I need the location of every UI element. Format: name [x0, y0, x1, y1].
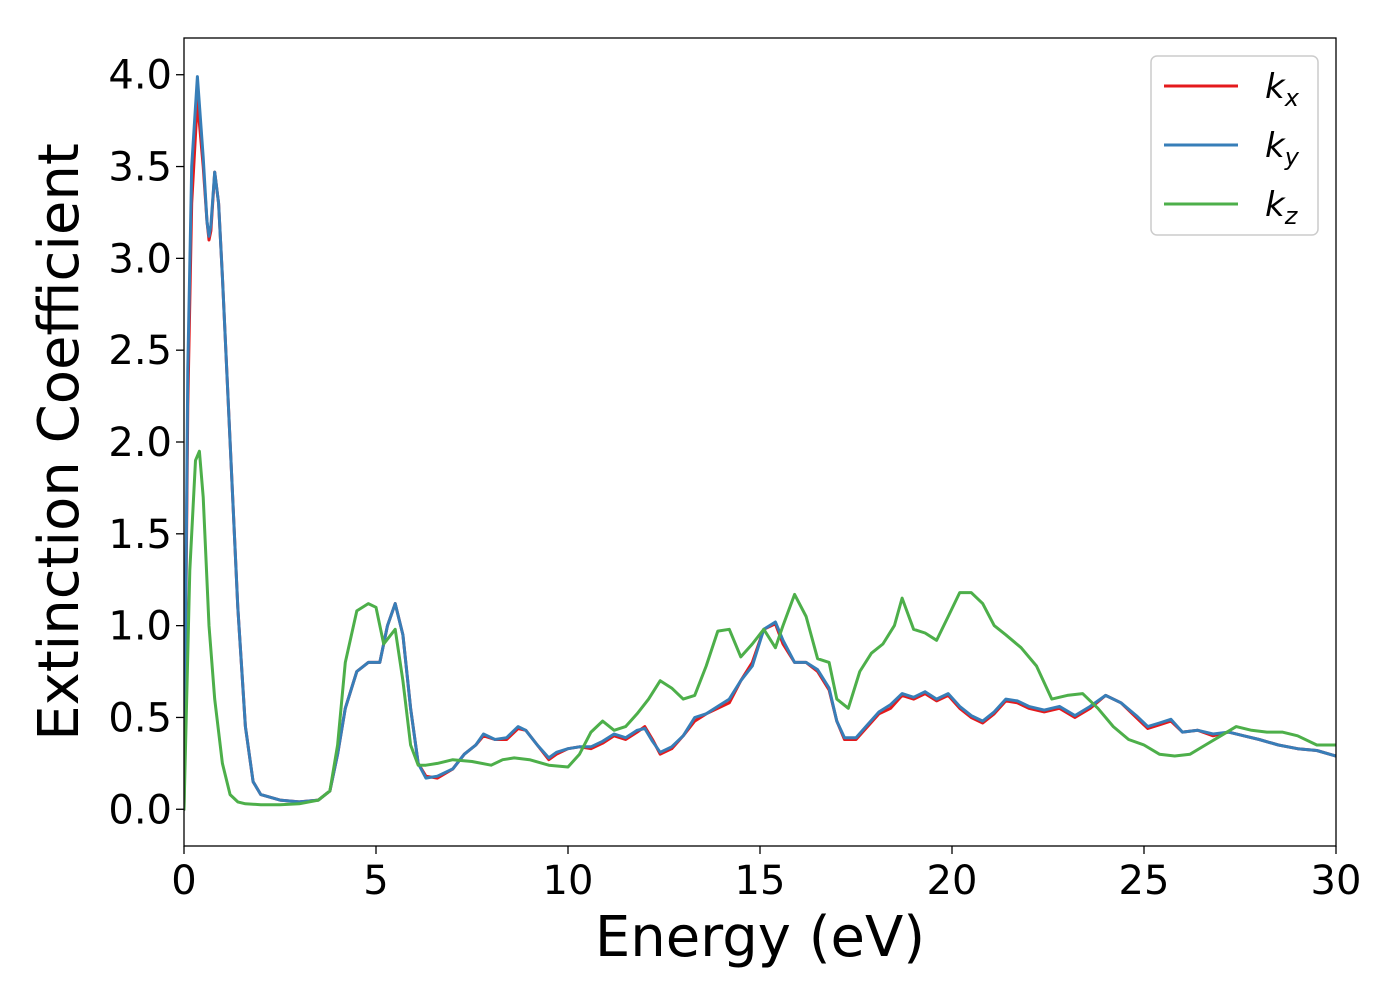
legend-label-kx: kx: [1265, 67, 1300, 112]
legend-label-kz: kz: [1265, 185, 1299, 230]
x-tick-label: 0: [171, 858, 196, 904]
x-tick-label: 25: [1119, 858, 1170, 904]
legend: kx ky kz: [1150, 55, 1319, 236]
y-tick-label: 3.0: [108, 236, 172, 282]
x-tick-label: 20: [927, 858, 978, 904]
x-tick-label: 30: [1311, 858, 1362, 904]
y-tick-label: 3.5: [108, 145, 172, 191]
y-axis-label: Extinction Coefficient: [27, 143, 92, 741]
legend-label-ky: ky: [1265, 126, 1300, 171]
y-tick-label: 1.5: [108, 512, 172, 558]
y-tick-label: 2.0: [108, 420, 172, 466]
series-line-kz: [184, 449, 1336, 811]
x-tick-label: 15: [735, 858, 786, 904]
y-tick-label: 2.5: [108, 328, 172, 374]
y-tick-label: 1.0: [108, 604, 172, 650]
x-axis: 0 5 10 15 20 25 30: [171, 846, 1361, 904]
x-axis-label: Energy (eV): [595, 905, 925, 970]
y-tick-label: 0.5: [108, 695, 172, 741]
series-layer: [184, 75, 1336, 811]
y-tick-label: 0.0: [108, 787, 172, 833]
x-tick-label: 5: [363, 858, 388, 904]
y-tick-label: 4.0: [108, 53, 172, 99]
x-tick-label: 10: [543, 858, 594, 904]
y-axis: 0.0 0.5 1.0 1.5 2.0 2.5 3.0 3.5 4.0: [108, 53, 184, 833]
